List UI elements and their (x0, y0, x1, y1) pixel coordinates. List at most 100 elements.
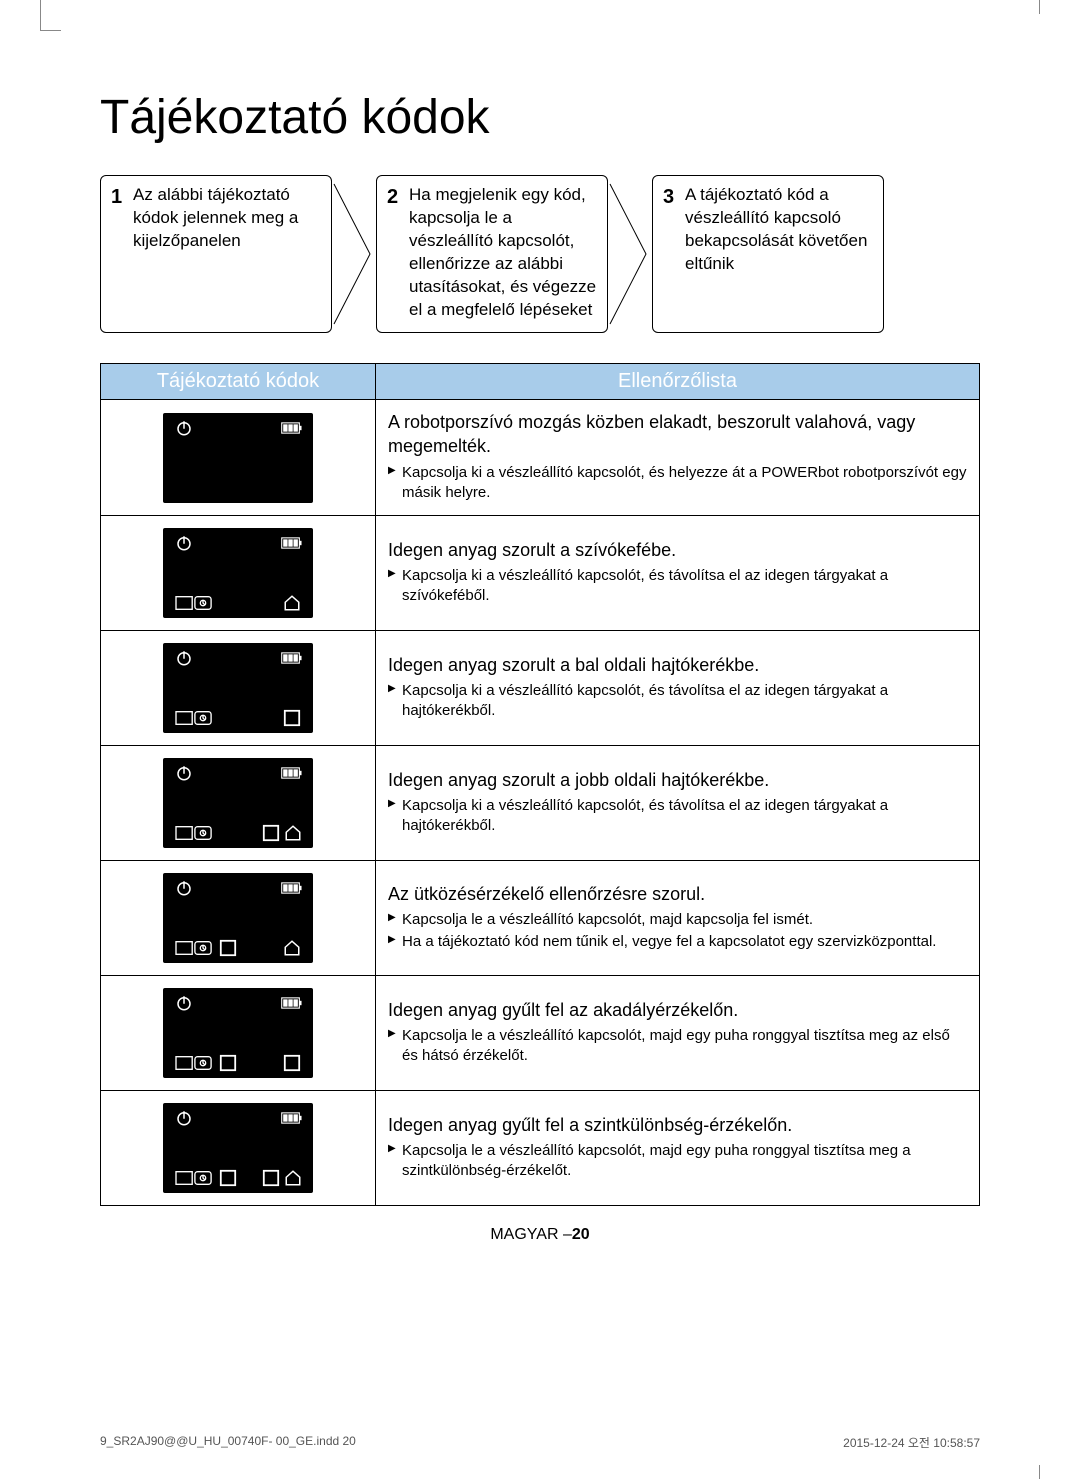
code-cell (101, 400, 376, 516)
col-header-codes: Tájékoztató kódok (101, 364, 376, 400)
footer-file: 9_SR2AJ90@@U_HU_00740F- 00_GE.indd 20 (100, 1434, 356, 1451)
dustbin-icon (173, 939, 215, 957)
home-icon (281, 939, 303, 957)
battery-icon (281, 994, 303, 1012)
footer-timestamp: 2015-12-24 오전 10:58:57 (843, 1434, 980, 1451)
check-item: Kapcsolja ki a vészleállító kapcsolót, é… (388, 566, 967, 607)
chevron-icon (608, 175, 652, 333)
check-item: Kapcsolja ki a vészleállító kapcsolót, é… (388, 681, 967, 722)
check-cell: A robotporszívó mozgás közben elakadt, b… (376, 400, 980, 516)
dustbin-icon (173, 1054, 215, 1072)
check-title: Idegen anyag gyűlt fel a szintkülönbség-… (388, 1113, 967, 1137)
check-cell: Idegen anyag gyűlt fel az akadályérzékel… (376, 976, 980, 1091)
check-list: Kapcsolja ki a vészleállító kapcsolót, é… (388, 796, 967, 837)
check-cell: Idegen anyag szorult a jobb oldali hajtó… (376, 746, 980, 861)
check-list: Kapcsolja le a vészleállító kapcsolót, m… (388, 1026, 967, 1067)
check-list: Kapcsolja le a vészleállító kapcsolót, m… (388, 910, 967, 953)
step-number: 1 (111, 184, 125, 211)
code-cell (101, 631, 376, 746)
crop-mark (40, 0, 61, 31)
power-icon (173, 879, 195, 897)
page: Tájékoztató kódok 1 Az alábbi tájékoztat… (0, 0, 1080, 1479)
display-panel (163, 413, 313, 503)
check-item: Kapcsolja le a vészleállító kapcsolót, m… (388, 1026, 967, 1067)
check-title: Idegen anyag szorult a bal oldali hajtók… (388, 653, 967, 677)
step-number: 3 (663, 184, 677, 211)
check-list: Kapcsolja le a vészleállító kapcsolót, m… (388, 1141, 967, 1182)
page-title: Tájékoztató kódok (100, 90, 980, 145)
step-1: 1 Az alábbi tájékoztató kódok jelennek m… (100, 175, 332, 333)
battery-icon (281, 419, 303, 437)
step-number: 2 (387, 184, 401, 211)
battery-icon (281, 879, 303, 897)
dustbin-icon (173, 1169, 215, 1187)
check-list: Kapcsolja ki a vészleállító kapcsolót, é… (388, 566, 967, 607)
check-cell: Idegen anyag szorult a szívókefébe. Kapcs… (376, 516, 980, 631)
code-cell (101, 976, 376, 1091)
display-panel (163, 988, 313, 1078)
table-row: Idegen anyag gyűlt fel az akadályérzékel… (101, 976, 980, 1091)
power-icon (173, 419, 195, 437)
square-home-icon (261, 1169, 303, 1187)
table-row: A robotporszívó mozgás közben elakadt, b… (101, 400, 980, 516)
square-icon (217, 939, 239, 957)
crop-mark (1019, 0, 1040, 14)
battery-icon (281, 764, 303, 782)
power-icon (173, 1109, 195, 1127)
check-title: Az ütközésérzékelő ellenőrzésre szorul. (388, 882, 967, 906)
display-panel (163, 1103, 313, 1193)
check-item: Ha a tájékoztató kód nem tűnik el, vegye… (388, 932, 967, 952)
square-icon (281, 709, 303, 727)
battery-icon (281, 649, 303, 667)
step-text: A tájékoztató kód a vészleállító kapcsol… (685, 184, 873, 276)
step-3: 3 A tájékoztató kód a vészleállító kapcs… (652, 175, 884, 333)
square-home-icon (261, 824, 303, 842)
square-icon (217, 1054, 239, 1072)
steps-row: 1 Az alábbi tájékoztató kódok jelennek m… (100, 175, 980, 333)
check-title: Idegen anyag gyűlt fel az akadályérzékel… (388, 998, 967, 1022)
display-panel (163, 643, 313, 733)
power-icon (173, 764, 195, 782)
code-cell (101, 861, 376, 976)
footer-meta: 9_SR2AJ90@@U_HU_00740F- 00_GE.indd 20 20… (100, 1434, 980, 1451)
display-panel (163, 758, 313, 848)
power-icon (173, 649, 195, 667)
codes-table: Tájékoztató kódok Ellenőrzőlista A robot… (100, 363, 980, 1206)
step-text: Az alábbi tájékoztató kódok jelennek meg… (133, 184, 321, 253)
table-row: Az ütközésérzékelő ellenőrzésre szorul. K… (101, 861, 980, 976)
square-icon (281, 1054, 303, 1072)
chevron-icon (332, 175, 376, 333)
footer-page: MAGYAR –20 (100, 1226, 980, 1244)
table-row: Idegen anyag szorult a szívókefébe. Kapcs… (101, 516, 980, 631)
square-icon (217, 1169, 239, 1187)
check-cell: Az ütközésérzékelő ellenőrzésre szorul. K… (376, 861, 980, 976)
dustbin-icon (173, 709, 215, 727)
display-panel (163, 873, 313, 963)
home-icon (281, 594, 303, 612)
code-cell (101, 746, 376, 861)
power-icon (173, 534, 195, 552)
step-2: 2 Ha megjelenik egy kód, kapcsolja le a … (376, 175, 608, 333)
check-item: Kapcsolja ki a vészleállító kapcsolót, é… (388, 463, 967, 504)
table-row: Idegen anyag gyűlt fel a szintkülönbség-… (101, 1091, 980, 1206)
dustbin-icon (173, 594, 215, 612)
check-item: Kapcsolja ki a vészleállító kapcsolót, é… (388, 796, 967, 837)
check-title: Idegen anyag szorult a szívókefébe. (388, 538, 967, 562)
code-cell (101, 516, 376, 631)
col-header-check: Ellenőrzőlista (376, 364, 980, 400)
table-row: Idegen anyag szorult a bal oldali hajtók… (101, 631, 980, 746)
check-title: A robotporszívó mozgás közben elakadt, b… (388, 410, 967, 459)
check-cell: Idegen anyag gyűlt fel a szintkülönbség-… (376, 1091, 980, 1206)
check-cell: Idegen anyag szorult a bal oldali hajtók… (376, 631, 980, 746)
check-item: Kapcsolja le a vészleállító kapcsolót, m… (388, 910, 967, 930)
check-title: Idegen anyag szorult a jobb oldali hajtó… (388, 768, 967, 792)
check-list: Kapcsolja ki a vészleállító kapcsolót, é… (388, 463, 967, 504)
check-list: Kapcsolja ki a vészleállító kapcsolót, é… (388, 681, 967, 722)
crop-mark (1037, 1465, 1040, 1479)
check-item: Kapcsolja le a vészleállító kapcsolót, m… (388, 1141, 967, 1182)
dustbin-icon (173, 824, 215, 842)
battery-icon (281, 1109, 303, 1127)
battery-icon (281, 534, 303, 552)
display-panel (163, 528, 313, 618)
power-icon (173, 994, 195, 1012)
